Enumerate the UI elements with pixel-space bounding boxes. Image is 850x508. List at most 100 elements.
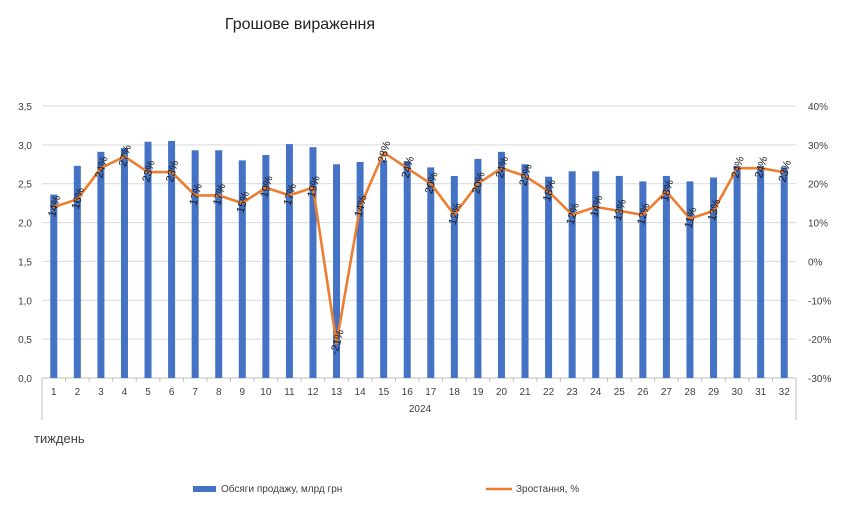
- growth-label: 14%: [353, 194, 370, 219]
- x-tick-label: 21: [519, 387, 531, 398]
- right-tick-label: 40%: [808, 102, 828, 113]
- growth-label: 28%: [376, 139, 393, 164]
- bar: [50, 194, 58, 378]
- left-tick-label: 0,5: [18, 335, 32, 346]
- x-tick-label: 1: [51, 387, 57, 398]
- x-tick-label: 4: [122, 387, 128, 398]
- x-tick-label: 16: [402, 387, 414, 398]
- growth-label: 19%: [305, 174, 322, 199]
- x-tick-label: 22: [543, 387, 555, 398]
- bar: [474, 158, 482, 378]
- x-tick-label: 20: [496, 387, 508, 398]
- bar: [568, 171, 576, 378]
- bar: [686, 181, 694, 378]
- bar: [427, 167, 435, 378]
- x-tick-label: 14: [355, 387, 367, 398]
- growth-label: 15%: [235, 190, 252, 215]
- x-tick-label: 23: [567, 387, 579, 398]
- growth-label: 24%: [730, 155, 747, 180]
- legend: Обсяги продажу, млрд грн Зростання, %: [193, 483, 579, 495]
- growth-line: [52, 151, 786, 345]
- growth-label: 20%: [470, 171, 487, 196]
- growth-label: 24%: [753, 155, 770, 180]
- bar: [662, 175, 670, 378]
- growth-label: 18%: [659, 178, 676, 203]
- growth-label: -21%: [329, 328, 347, 356]
- bar: [144, 141, 152, 378]
- right-tick-label: 10%: [808, 219, 828, 230]
- growth-label: 24%: [400, 155, 417, 180]
- x-tick-label: 7: [192, 387, 198, 398]
- x-tick-label: 5: [145, 387, 151, 398]
- x-axis-title: тиждень: [34, 431, 85, 446]
- x-tick-label: 10: [260, 387, 272, 398]
- bar: [309, 147, 317, 378]
- bar: [97, 151, 105, 378]
- bar: [215, 150, 223, 378]
- bar: [757, 165, 765, 378]
- growth-label: 20%: [423, 171, 440, 196]
- left-tick-label: 2,5: [18, 180, 32, 191]
- bar: [521, 164, 529, 378]
- x-axis-ticks: 1 2 3 4 5 6 7 8 9 10 11 12 13 14 15 16 17 18 19 20 21 22 23 24 2…: [41, 378, 797, 420]
- x-tick-label: 17: [425, 387, 437, 398]
- left-tick-label: 2,0: [18, 219, 32, 230]
- data-labels: 14% 16% 24% 27% 23% 23% 17% 17% 15% 19% 17% 19% -21%…: [46, 139, 794, 356]
- bar: [592, 171, 600, 378]
- line-series: [52, 151, 786, 345]
- chart-title: Грошове вираження: [225, 16, 375, 33]
- bar: [120, 147, 128, 378]
- bar: [450, 175, 458, 378]
- x-tick-label: 19: [472, 387, 484, 398]
- bar: [380, 160, 388, 378]
- left-axis-ticks: 0,0 0,5 1,0 1,5 2,0 2,5 3,0 3,5: [18, 102, 32, 385]
- x-tick-label: 3: [98, 387, 104, 398]
- gridlines: [42, 105, 796, 379]
- bar: [780, 167, 788, 378]
- left-tick-label: 0,0: [18, 374, 32, 385]
- x-tick-label: 26: [637, 387, 649, 398]
- right-tick-label: -10%: [808, 296, 831, 307]
- x-tick-label: 28: [684, 387, 696, 398]
- bar: [191, 150, 199, 378]
- right-tick-label: 0%: [808, 257, 823, 268]
- x-group-label: 2024: [409, 404, 432, 415]
- growth-label: 17%: [282, 182, 299, 207]
- growth-label: 13%: [706, 198, 723, 223]
- right-tick-label: -20%: [808, 335, 831, 346]
- growth-label: 12%: [635, 202, 652, 227]
- growth-label: 23%: [140, 159, 157, 184]
- bar: [710, 177, 718, 378]
- x-tick-label: 11: [284, 387, 295, 398]
- bar: [333, 164, 341, 378]
- growth-label: 23%: [164, 159, 181, 184]
- growth-label: 17%: [211, 182, 228, 207]
- left-tick-label: 3,5: [18, 102, 32, 113]
- bar-series: [50, 140, 788, 378]
- growth-label: 24%: [93, 155, 110, 180]
- x-tick-label: 30: [732, 387, 744, 398]
- growth-label: 24%: [494, 155, 511, 180]
- growth-label: 12%: [565, 202, 582, 227]
- x-tick-label: 13: [331, 387, 343, 398]
- right-axis-ticks: -30% -20% -10% 0% 10% 20% 30% 40%: [808, 102, 831, 385]
- bar: [403, 161, 411, 378]
- growth-label: 14%: [588, 194, 605, 219]
- x-tick-label: 12: [307, 387, 319, 398]
- growth-label: 11%: [683, 206, 700, 230]
- bar: [356, 161, 364, 378]
- x-tick-label: 32: [779, 387, 791, 398]
- growth-label: 16%: [70, 186, 87, 211]
- growth-label: 12%: [447, 202, 464, 227]
- growth-label: 22%: [517, 163, 534, 188]
- growth-label: 19%: [258, 174, 275, 199]
- bar: [73, 165, 81, 378]
- legend-line-label: Зростання, %: [516, 484, 579, 495]
- bar: [639, 181, 647, 378]
- growth-label: 14%: [46, 194, 63, 219]
- left-tick-label: 1,5: [18, 257, 32, 268]
- growth-label: 13%: [612, 198, 629, 223]
- x-tick-label: 15: [378, 387, 390, 398]
- bar: [262, 154, 270, 378]
